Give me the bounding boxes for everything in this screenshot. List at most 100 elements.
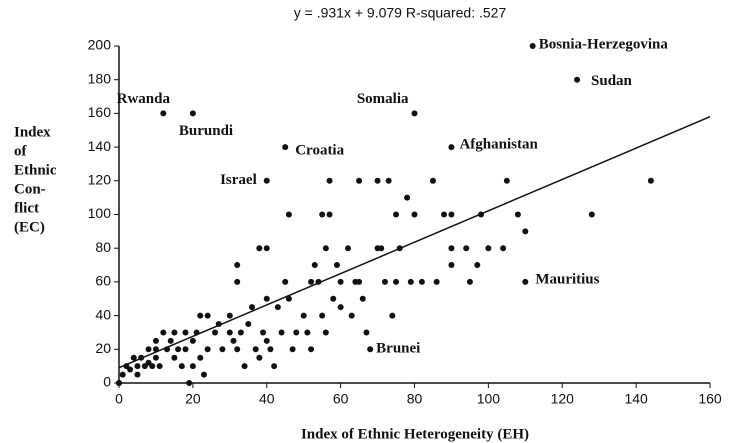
point <box>134 363 141 370</box>
point <box>167 337 174 344</box>
point <box>289 346 296 353</box>
x-tick-label: 160 <box>698 391 722 407</box>
point <box>448 211 455 218</box>
point <box>182 329 189 336</box>
x-tick-label: 100 <box>477 391 501 407</box>
x-tick-label: 140 <box>624 391 648 407</box>
y-tick-label: 40 <box>95 306 111 322</box>
point <box>389 312 396 319</box>
point <box>189 337 196 344</box>
point-label: Mauritius <box>535 271 599 287</box>
point <box>116 380 122 386</box>
point <box>189 363 196 370</box>
point <box>411 211 418 218</box>
y-tick-label: 140 <box>88 138 112 154</box>
point <box>178 363 185 370</box>
point <box>514 211 521 218</box>
point <box>263 295 270 302</box>
point <box>230 337 237 344</box>
point <box>385 177 392 184</box>
point-label: Brunei <box>376 341 420 357</box>
y-tick-label: 100 <box>88 205 112 221</box>
labeled-point <box>529 43 536 49</box>
point <box>164 346 171 353</box>
y-tick-label: 0 <box>103 374 111 390</box>
point <box>263 337 270 344</box>
point <box>588 211 595 218</box>
labeled-point <box>522 278 529 285</box>
point-label: Somalia <box>357 91 409 107</box>
point <box>308 278 315 285</box>
y-axis-label: of <box>14 143 28 159</box>
point <box>145 346 152 353</box>
point <box>152 337 159 344</box>
y-axis-label: (EC) <box>14 219 45 235</box>
point <box>215 321 222 328</box>
y-tick-label: 160 <box>88 104 112 120</box>
point <box>138 354 145 361</box>
point <box>311 262 318 269</box>
point <box>433 278 440 285</box>
point <box>348 312 355 319</box>
point <box>186 380 193 386</box>
point <box>359 295 366 302</box>
point <box>500 245 507 252</box>
x-axis-label: Index of Ethnic Heterogeneity (EH) <box>301 426 529 442</box>
point <box>319 312 326 319</box>
point <box>226 329 233 336</box>
point <box>171 329 178 336</box>
point <box>212 329 219 336</box>
point <box>322 245 329 252</box>
point <box>263 245 270 252</box>
point <box>282 278 289 285</box>
point <box>522 228 529 235</box>
point <box>396 245 403 252</box>
point <box>267 346 274 353</box>
point <box>260 329 267 336</box>
point <box>204 346 211 353</box>
point <box>219 346 226 353</box>
point <box>326 177 333 184</box>
point-label: Croatia <box>295 143 344 159</box>
point <box>407 278 414 285</box>
point-label: Sudan <box>591 73 633 89</box>
x-tick-label: 20 <box>185 391 201 407</box>
point <box>315 278 322 285</box>
point <box>149 363 156 370</box>
point <box>363 329 370 336</box>
labeled-point <box>189 110 196 117</box>
point <box>171 354 178 361</box>
point <box>448 262 455 269</box>
point <box>134 371 141 378</box>
point <box>234 278 241 285</box>
point <box>308 346 315 353</box>
point <box>200 371 207 378</box>
point-label: Rwanda <box>117 91 171 107</box>
point <box>647 177 654 184</box>
labeled-point <box>282 144 289 151</box>
point <box>278 329 285 336</box>
point <box>337 304 344 311</box>
x-tick-label: 80 <box>407 391 423 407</box>
point <box>271 363 278 370</box>
x-tick-label: 0 <box>115 391 123 407</box>
point <box>381 278 388 285</box>
point <box>127 366 134 373</box>
point <box>152 346 159 353</box>
point <box>463 245 470 252</box>
point <box>337 278 344 285</box>
labeled-point <box>160 110 167 117</box>
point <box>248 304 255 311</box>
point <box>241 363 248 370</box>
point-label: Bosnia-Herzegovina <box>539 36 669 52</box>
point <box>274 304 281 311</box>
point <box>418 278 425 285</box>
point <box>326 211 333 218</box>
point <box>182 346 189 353</box>
point <box>300 312 307 319</box>
labeled-point <box>367 346 374 353</box>
point <box>304 329 311 336</box>
point-label: Afghanistan <box>459 137 538 153</box>
point <box>448 245 455 252</box>
